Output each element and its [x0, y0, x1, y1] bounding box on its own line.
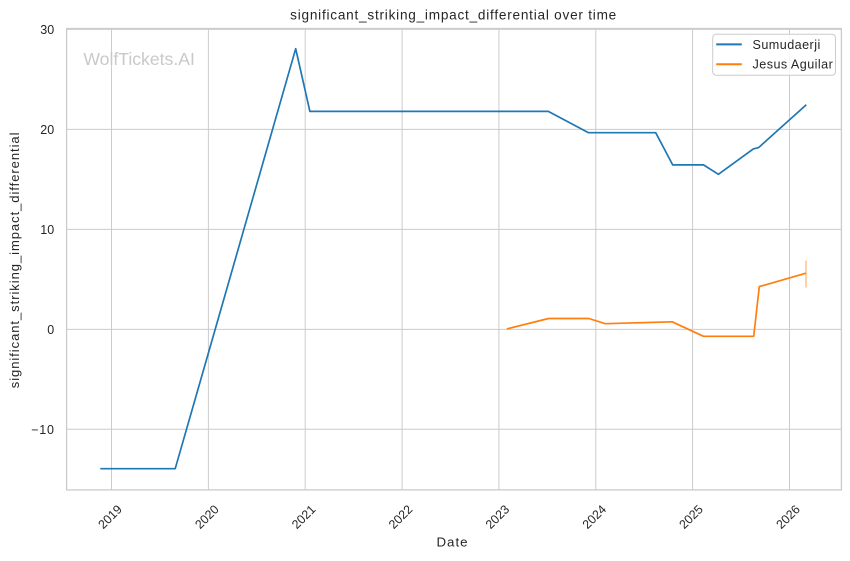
svg-text:0: 0 — [47, 323, 54, 337]
svg-text:WolfTickets.AI: WolfTickets.AI — [83, 49, 194, 69]
svg-text:−10: −10 — [31, 423, 55, 437]
svg-text:Jesus Aguilar: Jesus Aguilar — [753, 58, 834, 72]
svg-text:30: 30 — [40, 23, 54, 37]
svg-text:20: 20 — [40, 123, 54, 137]
svg-text:Date: Date — [436, 534, 468, 549]
svg-text:Sumudaerji: Sumudaerji — [753, 38, 821, 52]
svg-text:significant_striking_impact_di: significant_striking_impact_differential — [7, 132, 22, 389]
svg-text:significant_striking_impact_di: significant_striking_impact_differential… — [290, 7, 617, 22]
svg-text:10: 10 — [40, 223, 54, 237]
